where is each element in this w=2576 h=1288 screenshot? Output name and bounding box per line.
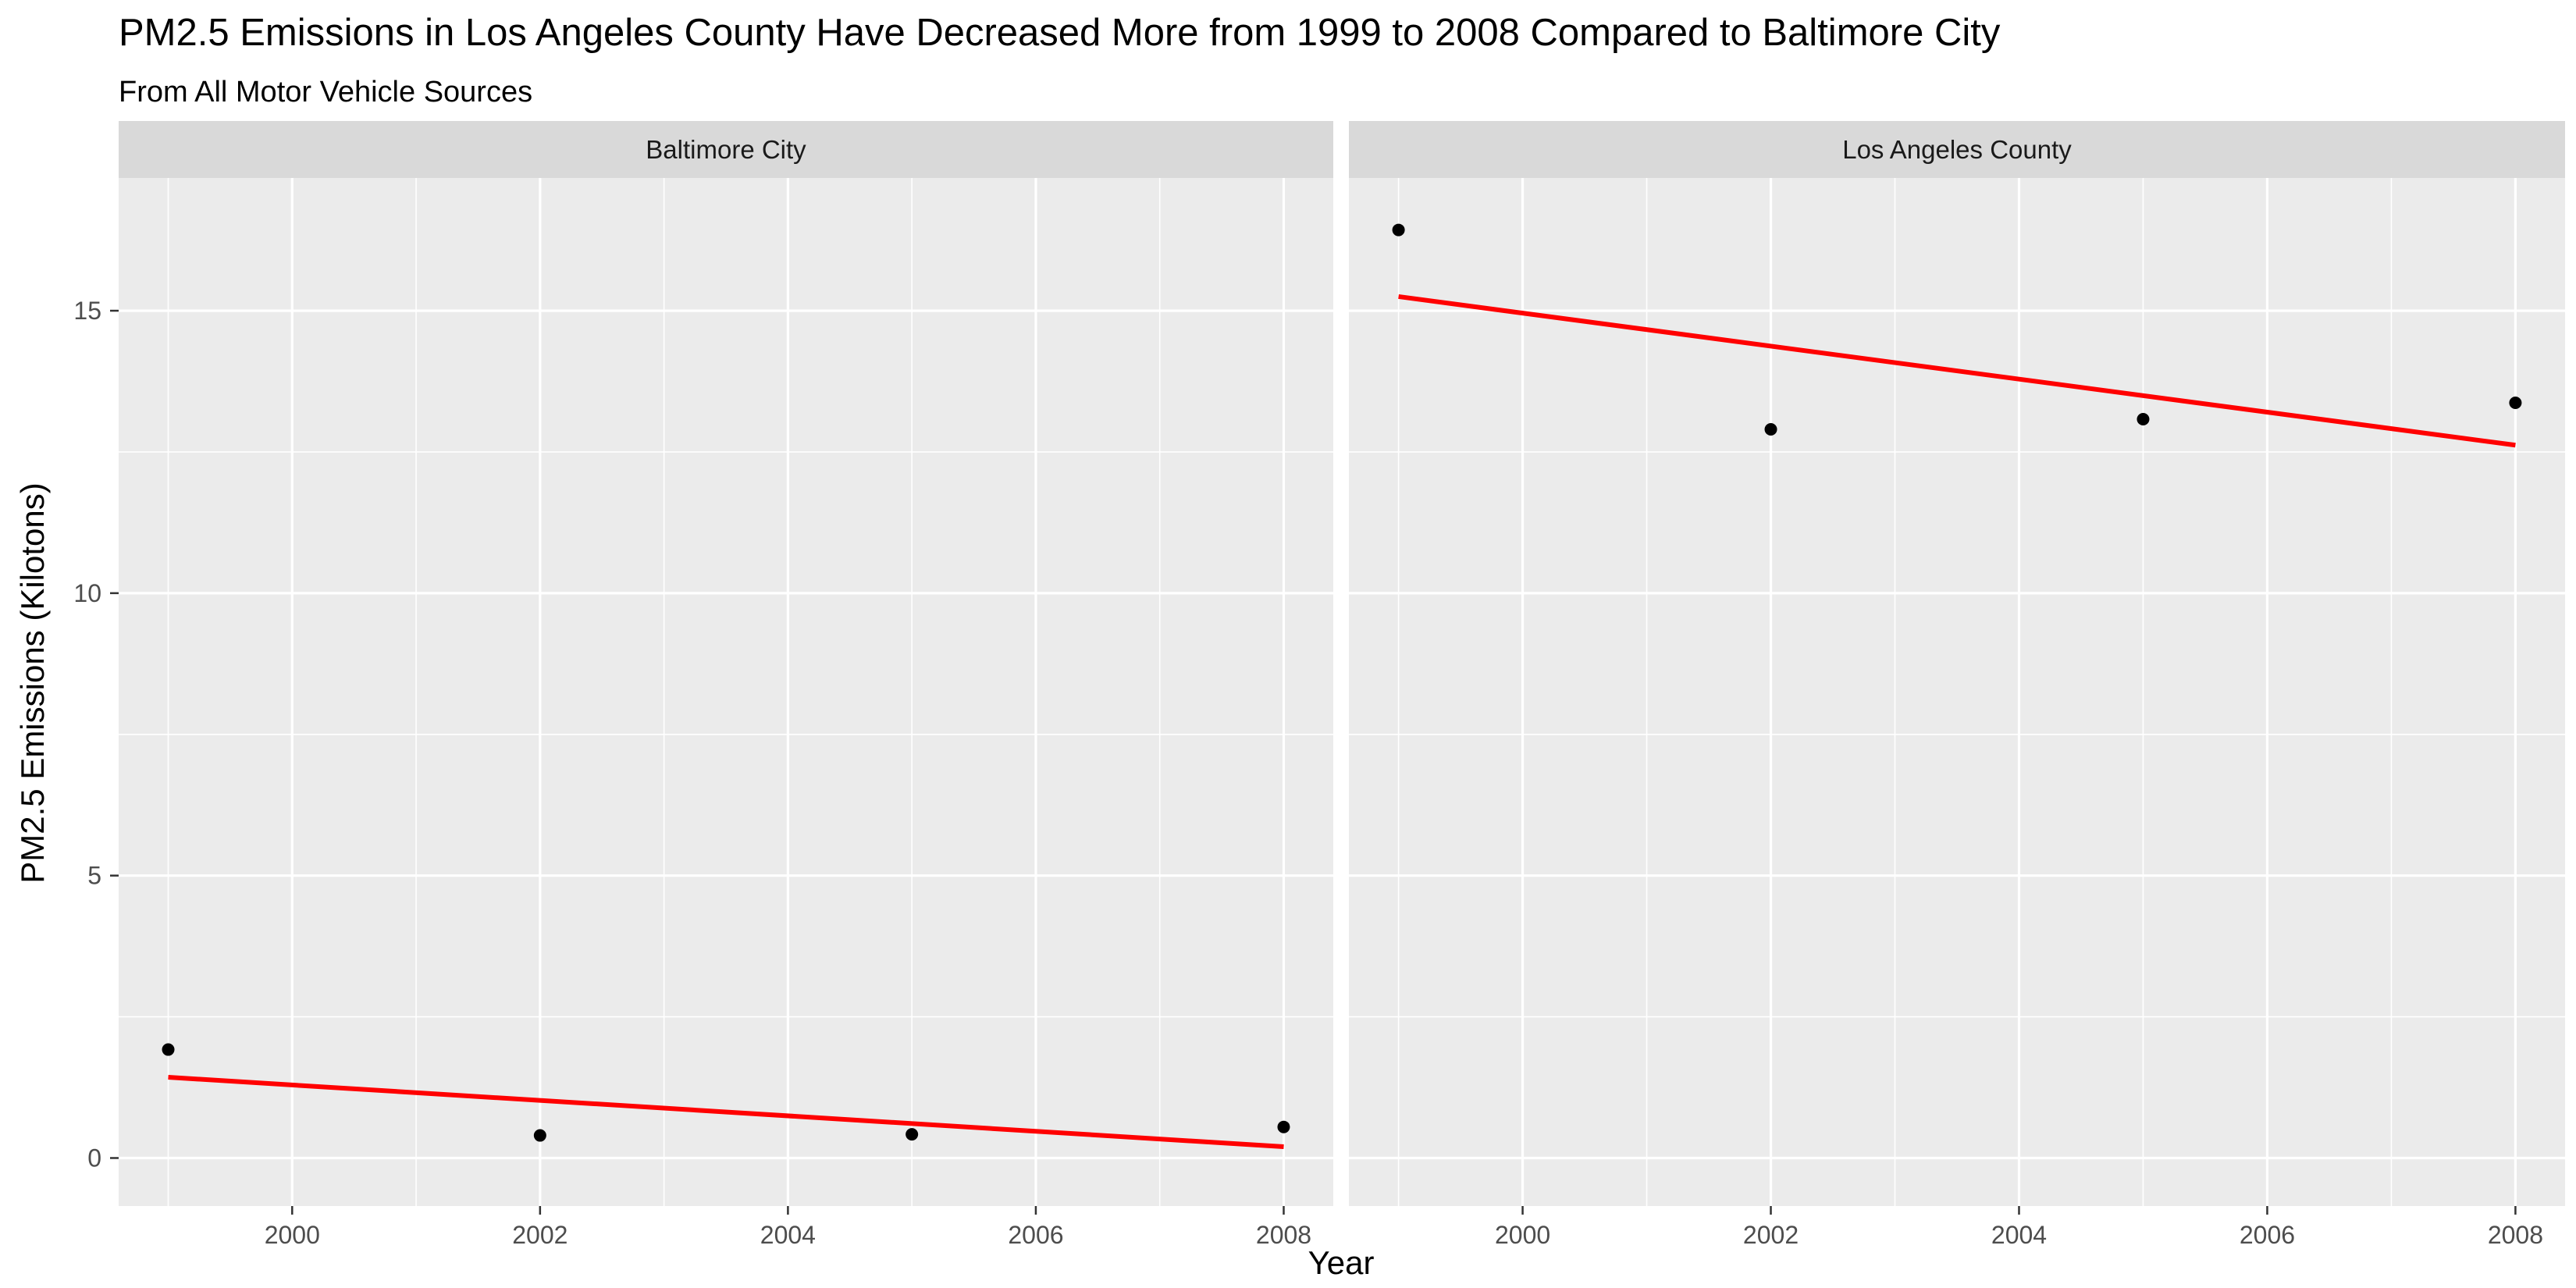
x-tick-label: 2006 bbox=[2240, 1221, 2295, 1249]
data-point bbox=[1392, 223, 1405, 237]
x-tick-label: 2000 bbox=[265, 1221, 320, 1249]
y-axis: 0 5 10 15 bbox=[73, 297, 119, 1172]
facet-strip-label: Baltimore City bbox=[646, 135, 806, 164]
panel-background bbox=[119, 178, 1333, 1206]
panel-background bbox=[1349, 178, 2565, 1206]
x-tick-label: 2006 bbox=[1008, 1221, 1063, 1249]
y-axis-title: PM2.5 Emissions (Kilotons) bbox=[14, 482, 51, 884]
trend-line bbox=[1398, 294, 2516, 448]
data-point bbox=[1277, 1120, 1290, 1133]
facet-strip bbox=[1349, 121, 2565, 178]
trend-line bbox=[168, 1075, 1284, 1150]
x-tick-label: 2004 bbox=[1991, 1221, 2047, 1249]
y-tick-label: 0 bbox=[87, 1144, 101, 1172]
data-point bbox=[1764, 423, 1777, 436]
x-tick-label: 2002 bbox=[512, 1221, 568, 1249]
x-tick-label: 2004 bbox=[760, 1221, 816, 1249]
data-point bbox=[162, 1043, 175, 1056]
chart-title: PM2.5 Emissions in Los Angeles County Ha… bbox=[119, 12, 2001, 54]
chart-subtitle: From All Motor Vehicle Sources bbox=[119, 76, 532, 109]
facet-panel: Baltimore City 2000 2002 2004 2006 2008 bbox=[119, 121, 1333, 1249]
data-point bbox=[533, 1129, 546, 1142]
y-tick-label: 10 bbox=[73, 579, 101, 607]
y-tick-label: 15 bbox=[73, 297, 101, 325]
x-axis-title: Year bbox=[1308, 1244, 1375, 1281]
x-tick-label: 2008 bbox=[2488, 1221, 2543, 1249]
x-tick-label: 2008 bbox=[1256, 1221, 1311, 1249]
x-tick-label: 2000 bbox=[1495, 1221, 1550, 1249]
data-point bbox=[2137, 412, 2150, 425]
facet-strip-label: Los Angeles County bbox=[1842, 135, 2072, 164]
data-point bbox=[906, 1128, 919, 1141]
facet-strip bbox=[119, 121, 1333, 178]
x-tick-label: 2002 bbox=[1743, 1221, 1799, 1249]
facet-panel: Los Angeles County 2000 2002 2004 2006 2008 bbox=[1349, 121, 2565, 1249]
data-point bbox=[2509, 397, 2522, 410]
y-tick-label: 5 bbox=[87, 862, 101, 890]
